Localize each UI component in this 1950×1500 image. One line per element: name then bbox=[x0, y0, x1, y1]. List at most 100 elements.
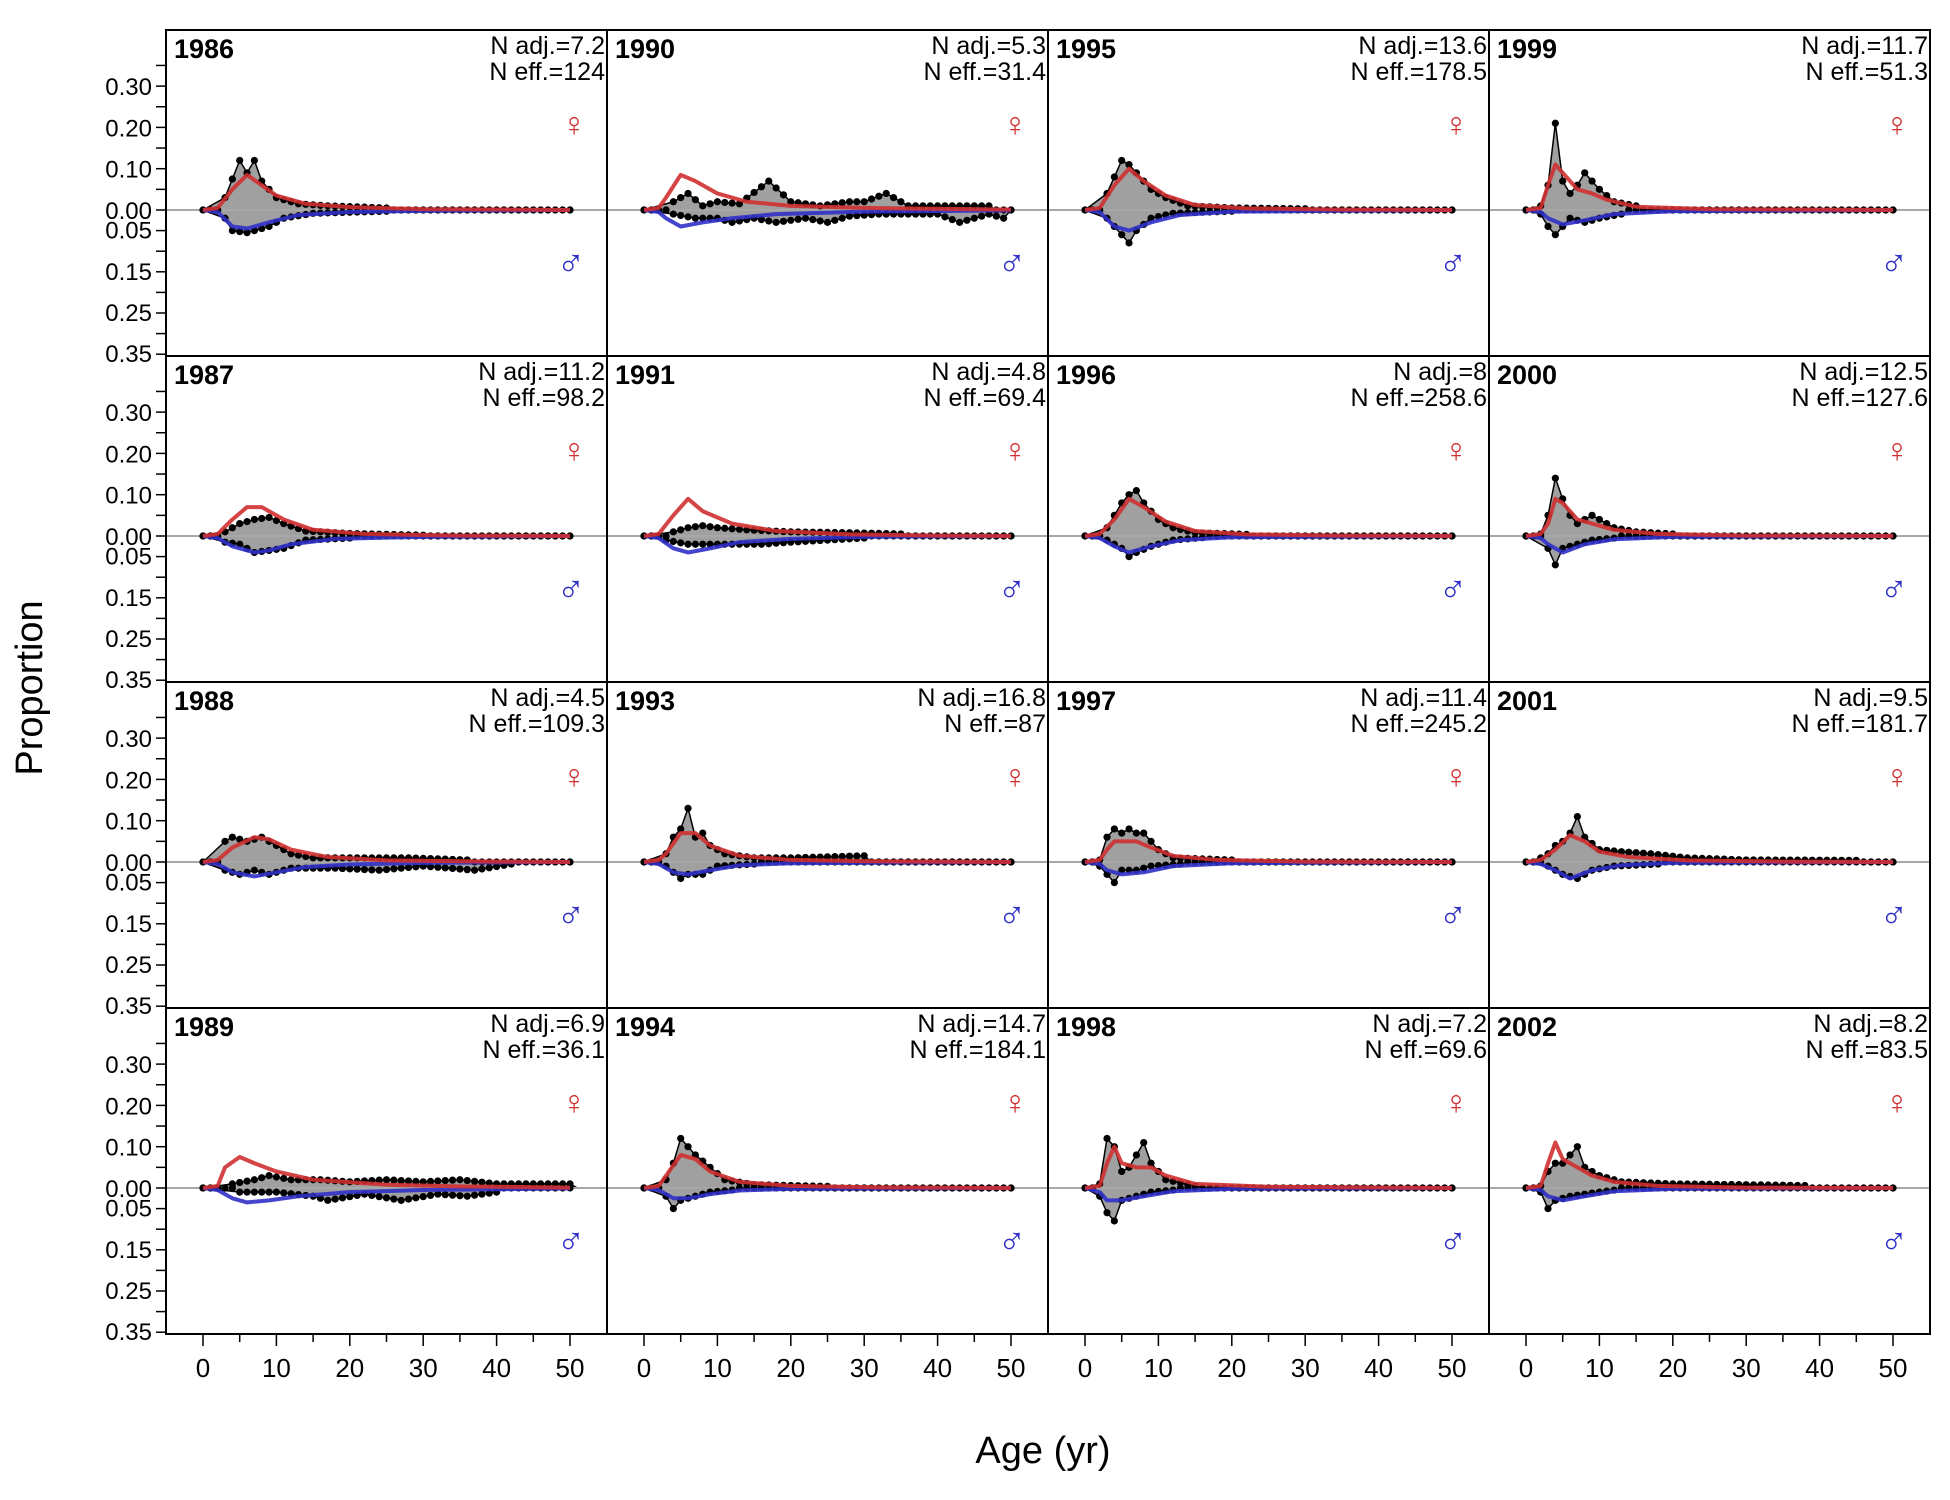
x-tick-label: 20 bbox=[776, 1353, 805, 1383]
observed-male-point bbox=[426, 863, 435, 871]
y-tick-label: 0.05 bbox=[105, 870, 152, 897]
observed-male-point bbox=[970, 214, 978, 222]
observed-female-point bbox=[1573, 1143, 1581, 1151]
observed-female-point bbox=[787, 198, 795, 206]
observed-female-point bbox=[728, 199, 736, 207]
n-adj-label: N adj.=4.8 bbox=[931, 358, 1046, 386]
expected-male-line bbox=[202, 534, 571, 555]
panel-year: 1996 bbox=[1056, 360, 1116, 390]
y-tick-label: 0.10 bbox=[105, 809, 152, 836]
observed-female-point bbox=[684, 804, 692, 812]
panel-year: 1993 bbox=[615, 686, 675, 716]
observed-female-point bbox=[228, 175, 236, 183]
panel-year: 1995 bbox=[1056, 34, 1116, 64]
panel-1994: 1994 N adj.=14.7N eff.=184.1 ♀ ♂ bbox=[606, 1007, 1049, 1335]
observed-male-point bbox=[221, 1184, 229, 1192]
observed-male-point bbox=[353, 865, 361, 873]
panel-year: 1998 bbox=[1056, 1012, 1116, 1042]
observed-female-point bbox=[1595, 515, 1603, 524]
y-tick-label: 0.10 bbox=[105, 157, 152, 184]
observed-male-point bbox=[728, 218, 736, 226]
observed-female-point bbox=[889, 194, 898, 202]
panel-year: 1988 bbox=[174, 686, 234, 716]
observed-female-point bbox=[280, 1174, 288, 1182]
y-tick-label: 0.30 bbox=[105, 400, 152, 427]
female-symbol-icon: ♀ bbox=[1884, 432, 1910, 470]
female-symbol-icon: ♀ bbox=[1443, 106, 1469, 144]
n-eff-label: N eff.=98.2 bbox=[482, 384, 605, 412]
n-eff-label: N eff.=69.4 bbox=[923, 384, 1046, 412]
panel-1991: 1991 N adj.=4.8N eff.=69.4 ♀ ♂ bbox=[606, 355, 1049, 683]
observed-male-point bbox=[375, 1193, 383, 1201]
panel-year: 1989 bbox=[174, 1012, 234, 1042]
y-tick-label: 0.05 bbox=[105, 544, 152, 571]
observed-female-point bbox=[243, 1177, 251, 1185]
observed-female-point bbox=[721, 198, 729, 207]
observed-male-point bbox=[324, 1196, 332, 1204]
observed-male-point bbox=[390, 865, 398, 873]
n-adj-label: N adj.=7.2 bbox=[1372, 1010, 1487, 1038]
observed-male-point bbox=[463, 1192, 471, 1200]
male-symbol-icon: ♂ bbox=[998, 895, 1027, 937]
observed-female-point bbox=[1110, 173, 1118, 181]
observed-female-point bbox=[250, 1176, 258, 1184]
observed-female-point bbox=[699, 202, 707, 210]
observed-male-point bbox=[243, 1188, 251, 1196]
n-adj-label: N adj.=14.7 bbox=[917, 1010, 1046, 1038]
observed-female-point bbox=[757, 183, 766, 191]
observed-male-point bbox=[699, 214, 707, 222]
observed-female-point bbox=[875, 192, 883, 200]
observed-male-point bbox=[669, 210, 677, 218]
male-symbol-icon: ♂ bbox=[1439, 569, 1468, 611]
observed-male-point bbox=[419, 1193, 427, 1201]
expected-female-line bbox=[1525, 162, 1894, 212]
n-eff-label: N eff.=124 bbox=[489, 58, 605, 86]
observed-female-point bbox=[860, 198, 868, 206]
x-tick-label: 40 bbox=[1364, 1353, 1393, 1383]
observed-male-point bbox=[691, 540, 699, 548]
observed-male-point bbox=[1103, 1209, 1111, 1217]
observed-male-point bbox=[346, 865, 354, 873]
expected-male-line bbox=[202, 860, 571, 879]
x-tick-label: 10 bbox=[703, 1353, 732, 1383]
observed-male-point bbox=[441, 1191, 449, 1199]
observed-male-point bbox=[250, 866, 258, 874]
observed-female-point bbox=[713, 524, 722, 532]
n-eff-label: N eff.=109.3 bbox=[469, 710, 605, 738]
observed-male-point bbox=[485, 1189, 493, 1197]
panel-2002: 2002 N adj.=8.2N eff.=83.5 ♀ ♂ bbox=[1488, 1007, 1931, 1335]
observed-female-point bbox=[448, 1176, 457, 1184]
x-tick-label: 20 bbox=[1217, 1353, 1246, 1383]
observed-male-point bbox=[397, 1196, 405, 1204]
observed-female-point bbox=[1588, 177, 1596, 185]
panel-1997: 1997 N adj.=11.4N eff.=245.2 ♀ ♂ bbox=[1047, 681, 1490, 1009]
panel-year: 1990 bbox=[615, 34, 675, 64]
observed-female-point bbox=[287, 1176, 295, 1184]
expected-male-line bbox=[202, 1186, 571, 1205]
observed-female-point bbox=[265, 1172, 273, 1180]
x-tick-label: 10 bbox=[1585, 1353, 1614, 1383]
n-adj-label: N adj.=11.7 bbox=[1801, 32, 1928, 60]
observed-male-point bbox=[823, 218, 832, 226]
n-eff-label: N eff.=127.6 bbox=[1792, 384, 1928, 412]
n-adj-label: N adj.=8 bbox=[1393, 358, 1487, 386]
observed-male-point bbox=[1125, 239, 1133, 247]
observed-male-point bbox=[677, 874, 685, 883]
expected-male-line bbox=[643, 1186, 1012, 1201]
observed-male-point bbox=[448, 864, 457, 873]
observed-male-point bbox=[228, 227, 236, 235]
female-symbol-icon: ♀ bbox=[1884, 106, 1910, 144]
observed-female-point bbox=[250, 156, 258, 165]
observed-female-point bbox=[684, 1143, 692, 1151]
observed-female-point bbox=[1125, 491, 1133, 499]
female-symbol-icon: ♀ bbox=[1002, 432, 1028, 470]
observed-female-point bbox=[221, 837, 229, 845]
observed-male-point bbox=[1118, 231, 1126, 239]
observed-female-point bbox=[1559, 177, 1567, 185]
observed-female-point bbox=[1118, 829, 1126, 837]
observed-male-point bbox=[1000, 214, 1008, 222]
x-tick-label: 0 bbox=[196, 1353, 210, 1383]
observed-male-point bbox=[1551, 561, 1559, 569]
y-tick-label: 0.05 bbox=[105, 218, 152, 245]
observed-female-point bbox=[684, 524, 692, 532]
